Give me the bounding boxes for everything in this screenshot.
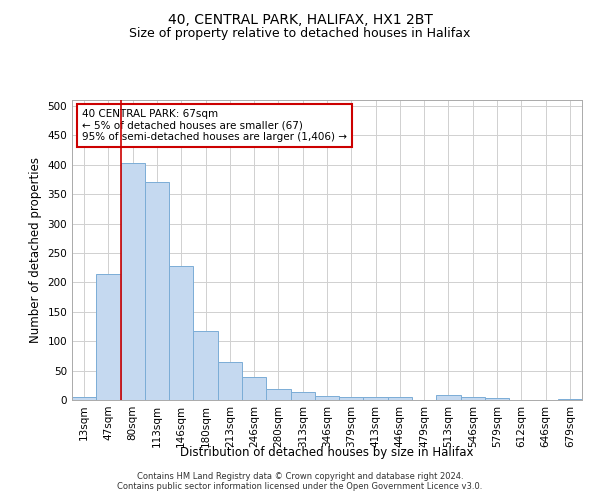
Bar	[96, 274, 121, 400]
Text: 40 CENTRAL PARK: 67sqm
← 5% of detached houses are smaller (67)
95% of semi-deta: 40 CENTRAL PARK: 67sqm ← 5% of detached …	[82, 109, 347, 142]
Text: Distribution of detached houses by size in Halifax: Distribution of detached houses by size …	[180, 446, 474, 459]
Bar	[461, 397, 485, 400]
Bar	[242, 377, 266, 400]
Bar	[193, 330, 218, 400]
Text: Size of property relative to detached houses in Halifax: Size of property relative to detached ho…	[130, 28, 470, 40]
Bar	[558, 399, 582, 400]
Bar	[72, 397, 96, 400]
Bar	[485, 398, 509, 400]
Bar	[436, 396, 461, 400]
Text: 40, CENTRAL PARK, HALIFAX, HX1 2BT: 40, CENTRAL PARK, HALIFAX, HX1 2BT	[167, 12, 433, 26]
Text: Contains public sector information licensed under the Open Government Licence v3: Contains public sector information licen…	[118, 482, 482, 491]
Text: Contains HM Land Registry data © Crown copyright and database right 2024.: Contains HM Land Registry data © Crown c…	[137, 472, 463, 481]
Bar	[339, 397, 364, 400]
Bar	[145, 182, 169, 400]
Bar	[266, 390, 290, 400]
Bar	[388, 397, 412, 400]
Bar	[218, 362, 242, 400]
Bar	[169, 266, 193, 400]
Bar	[121, 163, 145, 400]
Bar	[290, 392, 315, 400]
Bar	[315, 396, 339, 400]
Bar	[364, 397, 388, 400]
Y-axis label: Number of detached properties: Number of detached properties	[29, 157, 42, 343]
